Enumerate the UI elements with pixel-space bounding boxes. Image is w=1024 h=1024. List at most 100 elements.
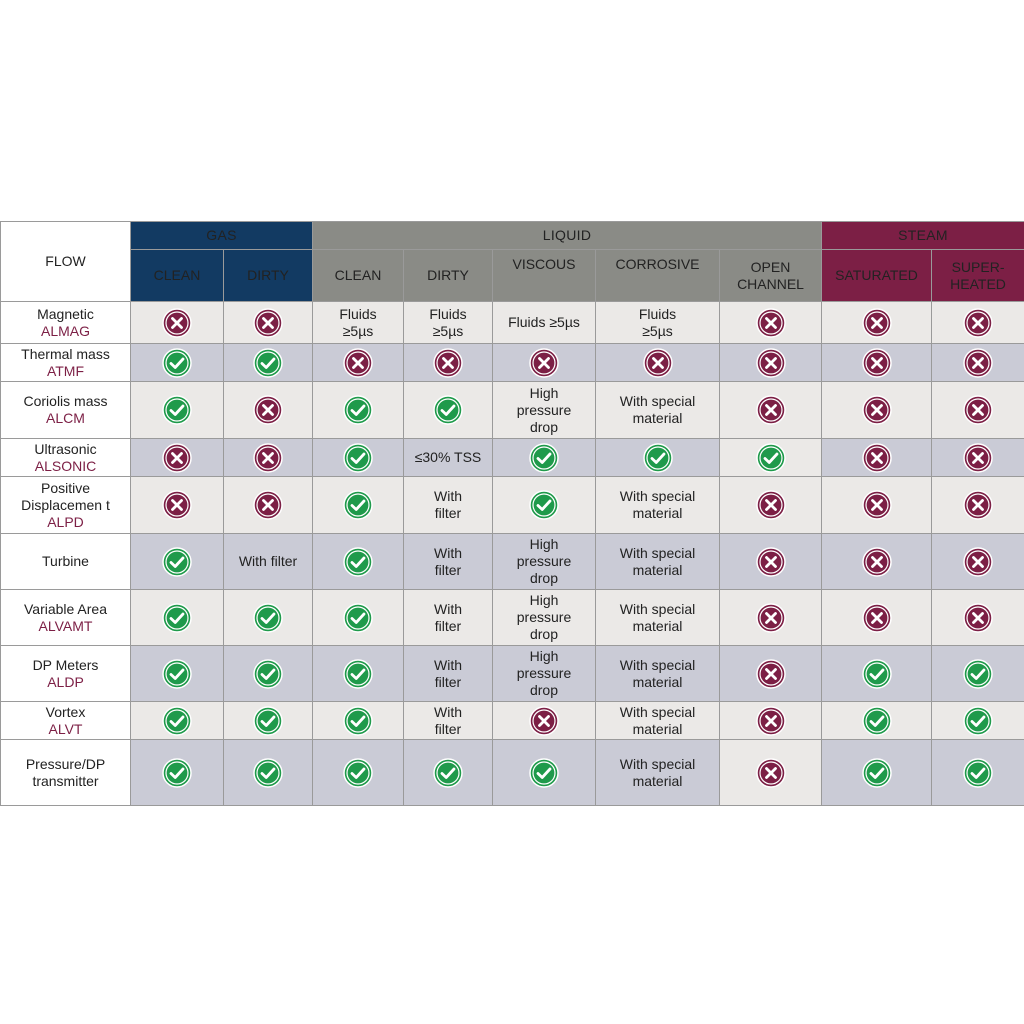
check-circle-icon [253,757,283,788]
table-cell [931,533,1024,590]
cell-note: With special [619,703,696,720]
table-cell: With filter [403,476,493,534]
table-cell: With filter [403,589,493,646]
cell-note: pressure [516,665,572,681]
table-row: Positive Displacemen t ALPD With filter With … [0,476,1024,534]
table-cell [130,381,224,439]
cell-note: material [632,505,683,521]
cross-circle-icon [755,658,786,689]
cross-circle-icon [963,347,993,378]
table-cell [492,701,596,740]
table-cell [821,645,933,702]
table-cell [821,476,933,534]
cross-circle-icon [963,395,993,425]
cell-note: drop [529,626,559,642]
cross-circle-icon [861,490,892,520]
meter-name: Turbine [42,553,89,569]
table-row: Magnetic ALMAG Fluids ≥5µs Fluids ≥5µs Fluids … [0,301,1024,344]
cell-note: drop [529,418,559,435]
table-cell [130,701,224,740]
cross-circle-icon [433,347,463,378]
cell-note: With [434,544,462,561]
table-cell [931,381,1024,439]
table-cell [130,476,224,534]
cross-circle-icon [253,395,283,425]
table-cell [821,589,933,646]
table-cell: With filter [403,701,493,740]
check-circle-icon [861,658,892,689]
check-circle-icon [162,658,192,689]
table-row: Variable Area ALVAMT With filter High pressur… [0,589,1024,646]
flow-header: FLOW [0,221,131,302]
table-cell [821,343,933,382]
cross-circle-icon [861,307,892,338]
cell-note: High [529,592,559,608]
cell-note: drop [529,682,559,698]
check-circle-icon [253,347,283,378]
row-label: Pressure/DP transmitter [0,739,131,806]
cell-note: With [434,656,462,673]
table-cell [821,301,933,344]
table-cell [931,701,1024,740]
product-code: ALPD [47,513,84,530]
table-row: Coriolis mass ALCM High pressure drop With sp… [0,381,1024,439]
table-cell [312,476,404,534]
meter-name: Vortex [45,703,86,720]
check-circle-icon [529,442,559,473]
meter-name: Ultrasonic [34,440,97,457]
cell-note: With filter [238,553,298,569]
table-cell [223,438,313,477]
table-cell [821,381,933,439]
table-cell [223,301,313,344]
table-cell: High pressure drop [492,589,596,646]
row-label: Magnetic ALMAG [0,301,131,344]
table-cell: With filter [223,533,313,590]
cross-circle-icon [755,307,786,338]
cell-note: ≥5µs [432,322,464,339]
table-cell [223,381,313,439]
meter-name: Coriolis mass [23,393,108,409]
col-liquid-dirty: DIRTY [403,249,493,302]
row-label: Variable Area ALVAMT [0,589,131,646]
check-circle-icon [343,546,373,577]
check-circle-icon [343,395,373,425]
table-cell [130,739,224,806]
cross-circle-icon [253,307,283,338]
table-cell [312,701,404,740]
table-cell [718,701,823,740]
product-code: ALVT [48,720,83,737]
meter-name: Thermal mass [21,345,110,362]
gas-group-header: GAS [130,221,313,250]
table-cell: With filter [403,645,493,702]
table-cell [130,343,224,382]
cross-circle-icon [861,602,892,633]
cell-note: With special [619,656,696,673]
col-liquid-open-channel: OPEN CHANNEL [718,249,823,302]
row-label: Thermal mass ATMF [0,343,131,382]
table-cell [595,438,720,477]
cell-note: material [632,617,683,634]
cross-circle-icon [755,546,786,577]
table-cell: With special material [595,381,720,439]
table-cell [821,701,933,740]
check-circle-icon [963,705,993,736]
meter-name: transmitter [32,772,99,789]
check-circle-icon [162,757,192,788]
cross-circle-icon [755,490,786,520]
table-cell: High pressure drop [492,533,596,590]
check-circle-icon [529,757,559,788]
table-cell [718,301,823,344]
cross-circle-icon [963,490,993,520]
col-open-line-2: CHANNEL [737,275,804,292]
table-cell [718,381,823,439]
cell-note: Fluids [638,305,677,322]
check-circle-icon [162,602,192,633]
cross-circle-icon [963,546,993,577]
cell-note: Fluids [429,305,467,322]
cell-note: With special [619,488,696,504]
table-cell [312,438,404,477]
table-cell [312,645,404,702]
check-circle-icon [642,442,673,473]
cell-note: ≥5µs [642,322,673,339]
table-cell [130,438,224,477]
